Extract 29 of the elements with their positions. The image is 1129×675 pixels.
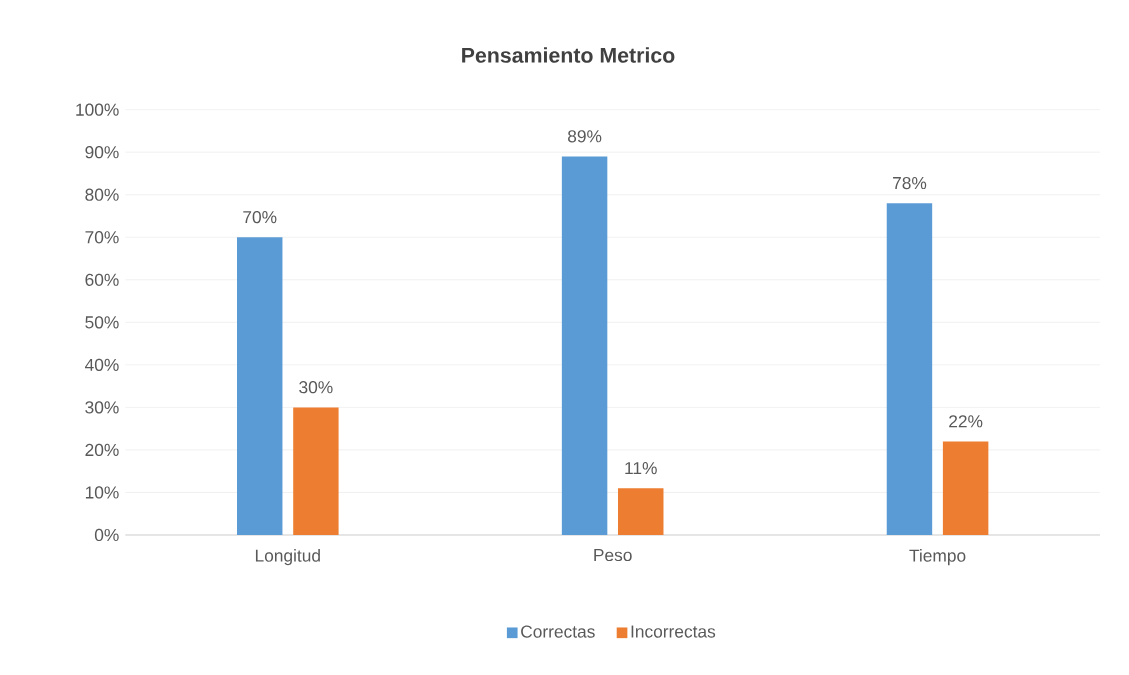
y-tick-label: 50% [85,316,119,329]
data-label: 70% [243,210,277,224]
bar [942,441,989,535]
data-label: 22% [949,415,983,428]
y-tick-label: 20% [85,443,119,457]
bar [236,237,283,535]
x-tick-label: Peso [594,549,632,562]
y-tick-label: 0% [94,528,119,542]
y-tick-label: 60% [85,273,119,286]
bar [561,156,608,535]
y-tick-label: 80% [85,188,119,201]
legend-label: Correctas [521,625,595,638]
y-tick-label: 70% [85,231,119,244]
y-tick-label: 40% [85,358,119,371]
y-tick-label: 90% [85,146,119,159]
bar [618,488,664,535]
bar [886,203,933,535]
data-label: 89% [568,130,602,143]
data-label: 11% [625,462,657,475]
bar [293,407,339,535]
x-tick-label: Longitud [255,549,320,566]
data-label: 78% [893,176,927,190]
chart-title: Pensamiento Metrico [462,47,675,63]
y-tick-label: 100% [76,103,119,116]
data-label: 30% [299,381,333,394]
y-tick-label: 30% [85,401,119,414]
legend-label: Incorrectas [631,625,716,638]
y-tick-label: 10% [85,486,119,499]
x-tick-label: Tiempo [909,549,966,566]
